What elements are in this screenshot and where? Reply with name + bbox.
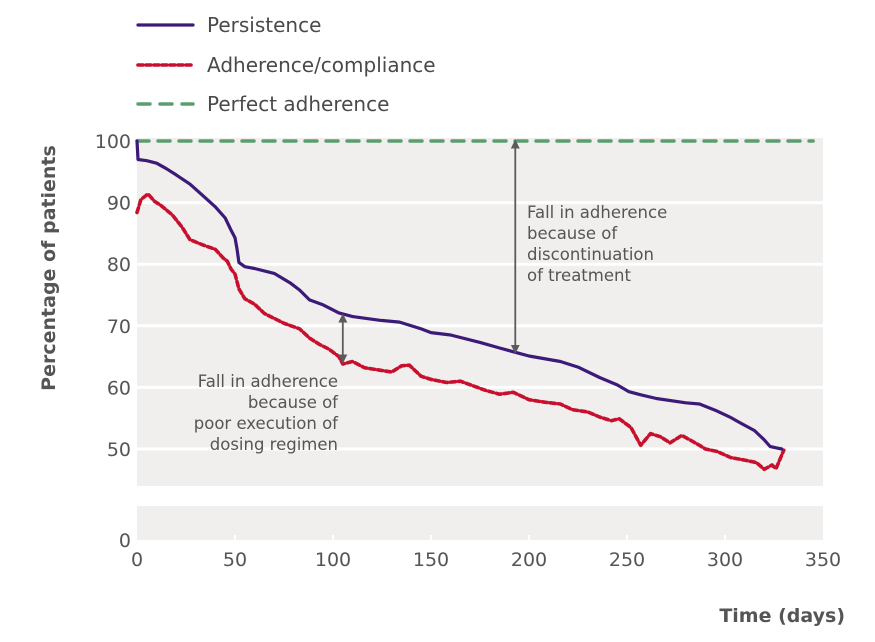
y-axis: 0 50 60 70 80 90 100	[95, 131, 131, 552]
x-tick-label: 0	[131, 549, 143, 571]
lower-panel-background	[137, 506, 823, 540]
x-axis-title: Time (days)	[719, 605, 845, 627]
annotation-poor-execution-line: Fall in adherence	[198, 372, 338, 391]
x-tick-label: 200	[511, 549, 547, 571]
annotation-poor-execution-line: because of	[248, 393, 339, 412]
annotations: Fall in adherence because of discontinuati…	[194, 139, 667, 454]
x-tick-label: 150	[413, 549, 449, 571]
plot-background	[137, 138, 823, 540]
legend-label: Adherence/compliance	[207, 53, 436, 77]
y-tick-label: 70	[107, 316, 131, 338]
series-line-adherence-compliance	[135, 192, 786, 472]
y-tick-label: 90	[107, 193, 131, 215]
y-tick-label: 100	[95, 131, 131, 153]
annotation-discontinuation-line: Fall in adherence	[527, 203, 667, 222]
x-tick-label: 300	[707, 549, 743, 571]
x-tick-label: 350	[805, 549, 841, 571]
x-tick-label: 250	[609, 549, 645, 571]
y-tick-label: 80	[107, 254, 131, 276]
y-tick-label: 50	[107, 439, 131, 461]
legend-label: Persistence	[207, 13, 321, 37]
annotation-poor-execution-line: dosing regimen	[210, 435, 338, 454]
annotation-poor-execution-line: poor execution of	[194, 414, 339, 433]
series-line-persistence	[135, 139, 784, 451]
x-axis: 0 50 100 150 200 250 300 350	[131, 535, 841, 571]
annotation-discontinuation-line: because of	[527, 224, 618, 243]
annotation-discontinuation-line: discontinuation	[527, 245, 654, 264]
y-axis-title: Percentage of patients	[38, 145, 60, 391]
annotation-discontinuation-line: of treatment	[527, 266, 631, 285]
legend-label: Perfect adherence	[207, 92, 389, 116]
upper-panel-background	[137, 138, 823, 486]
legend: Persistence Adherence/compliance Perfect a…	[136, 13, 436, 116]
y-tick-label: 0	[119, 530, 131, 552]
x-tick-label: 50	[223, 549, 247, 571]
series-group	[135, 139, 815, 472]
y-tick-label: 60	[107, 377, 131, 399]
x-tick-label: 100	[315, 549, 351, 571]
